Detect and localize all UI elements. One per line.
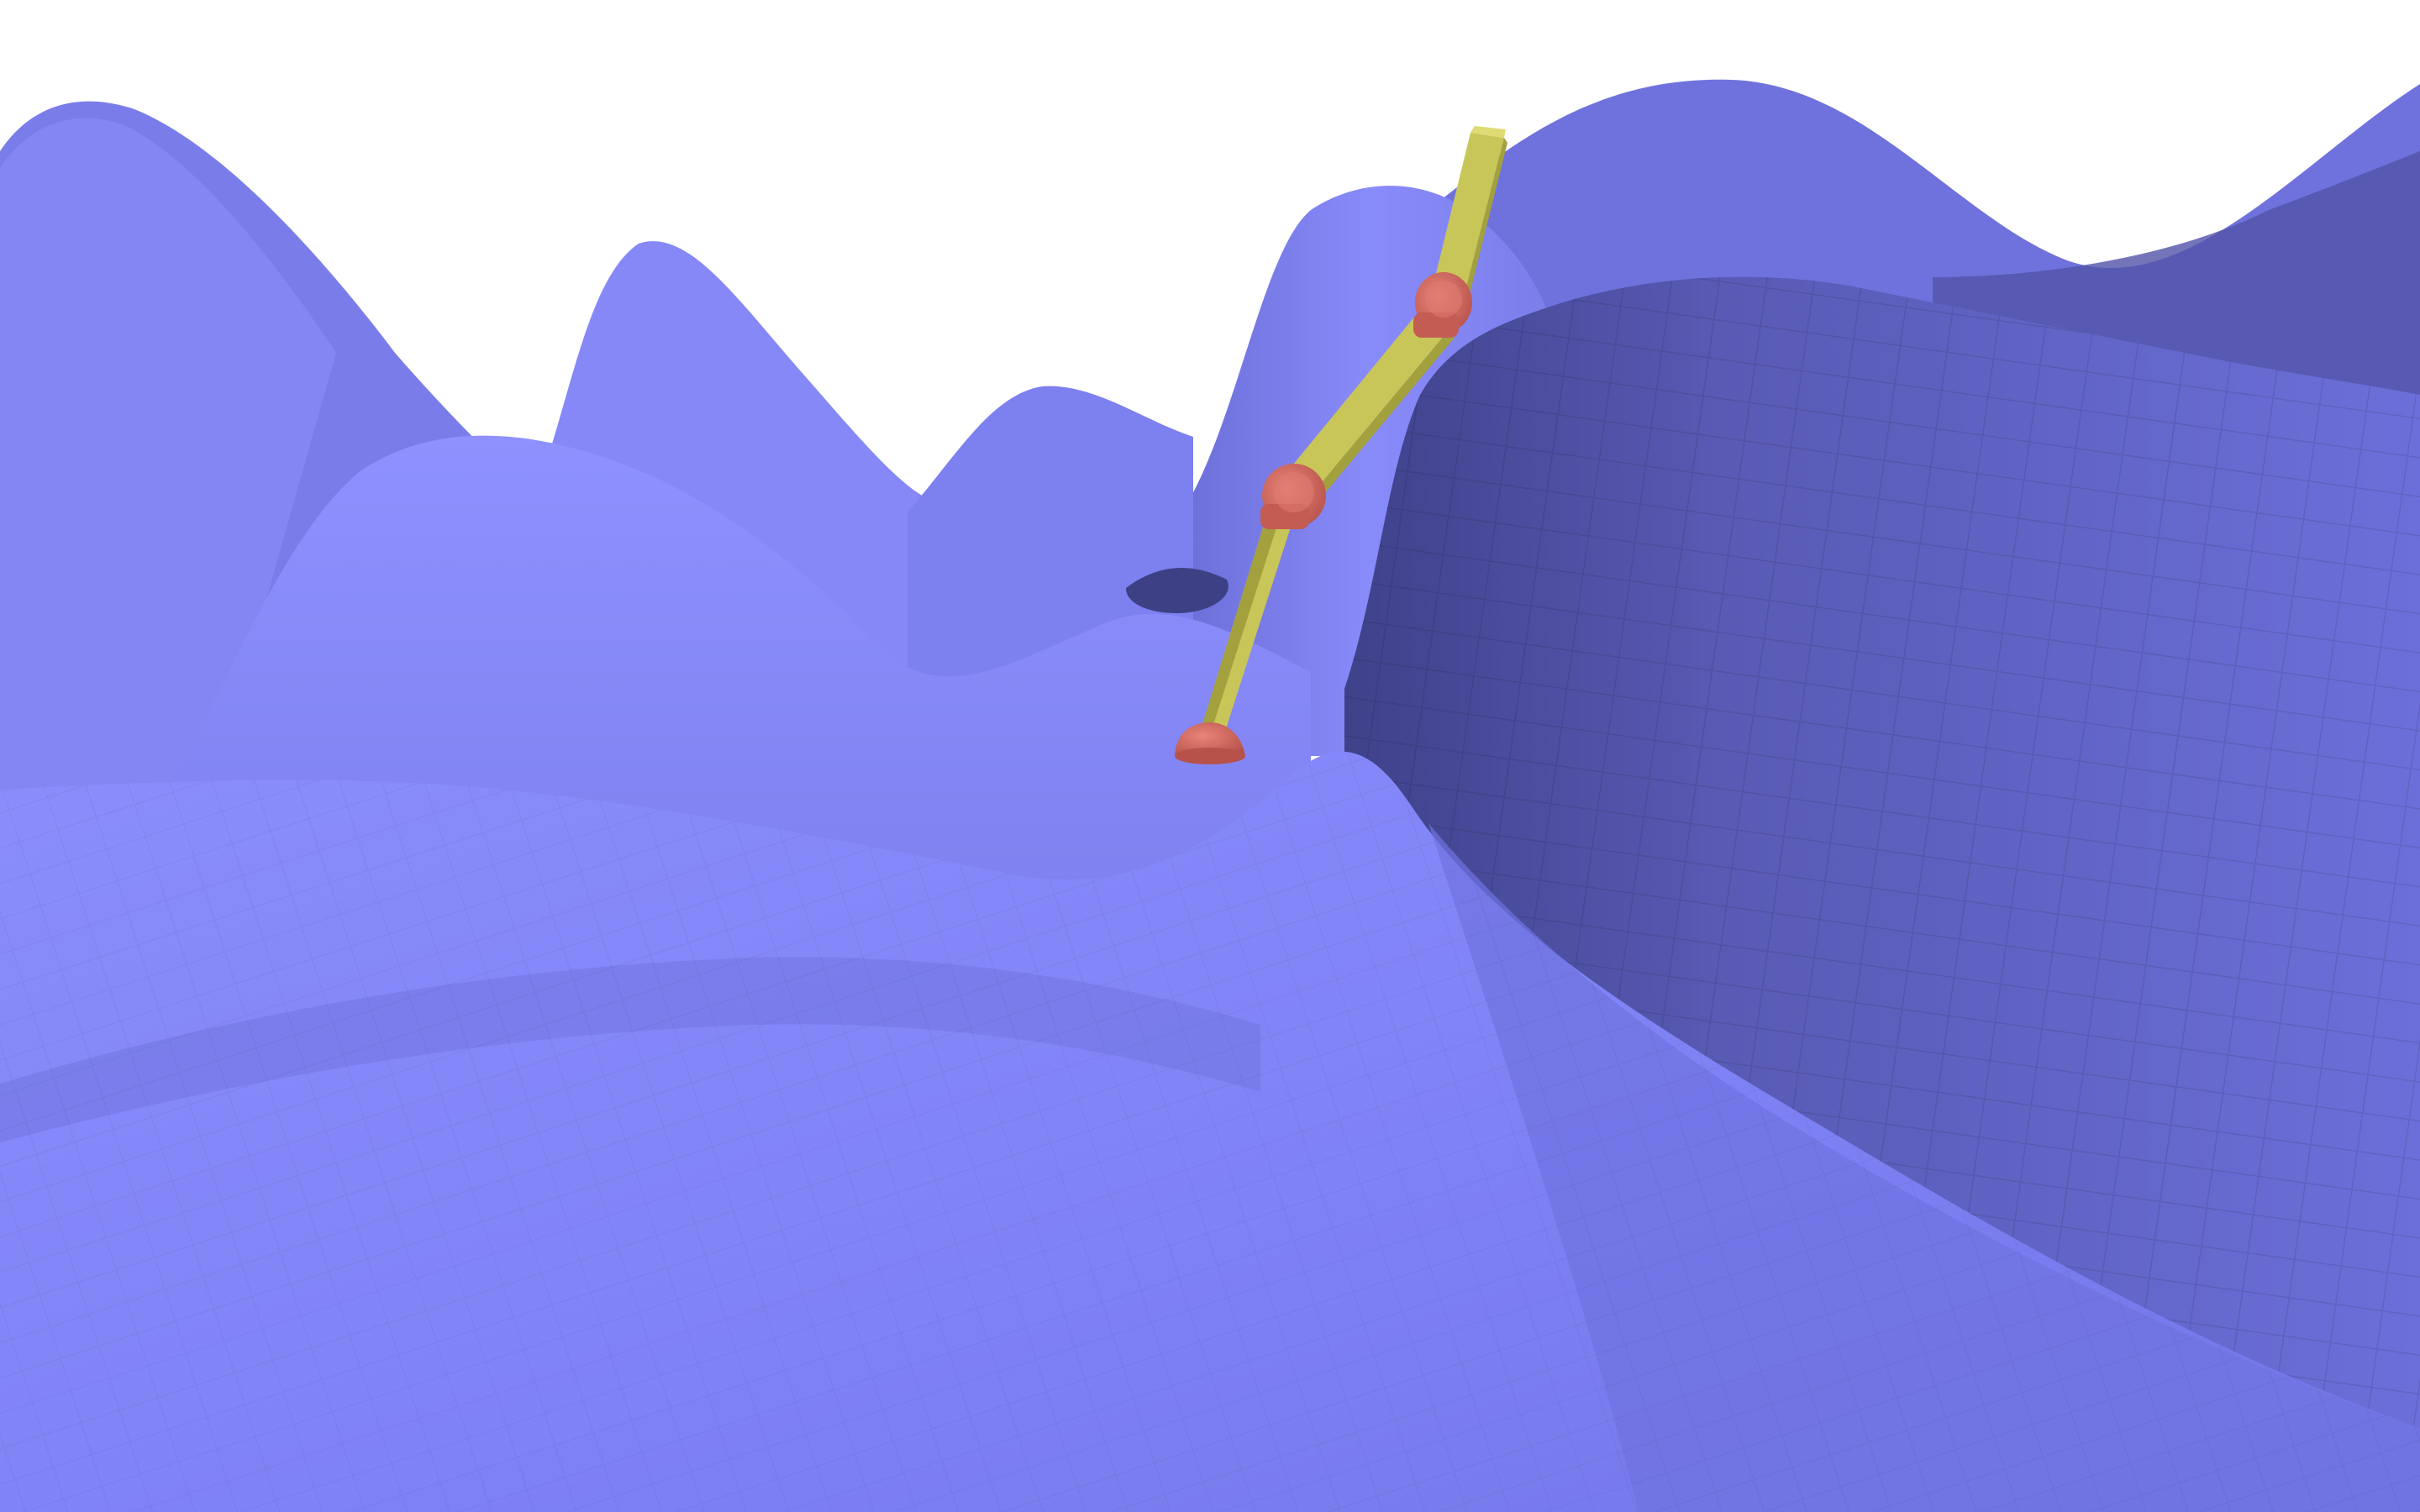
robot-joint-middle[interactable] (1260, 464, 1326, 529)
robot-link-middle[interactable] (1281, 315, 1455, 504)
robot-joint-top[interactable] (1413, 272, 1472, 338)
robot-joint-bottom[interactable] (1175, 722, 1245, 764)
terrain-ground-facets (0, 751, 2420, 1512)
robot-link-bottom[interactable] (1200, 508, 1294, 739)
robot-arm[interactable] (1175, 126, 1507, 764)
robot-link-top[interactable] (1428, 126, 1507, 318)
terrain-shadow-pocket (1126, 568, 1228, 613)
